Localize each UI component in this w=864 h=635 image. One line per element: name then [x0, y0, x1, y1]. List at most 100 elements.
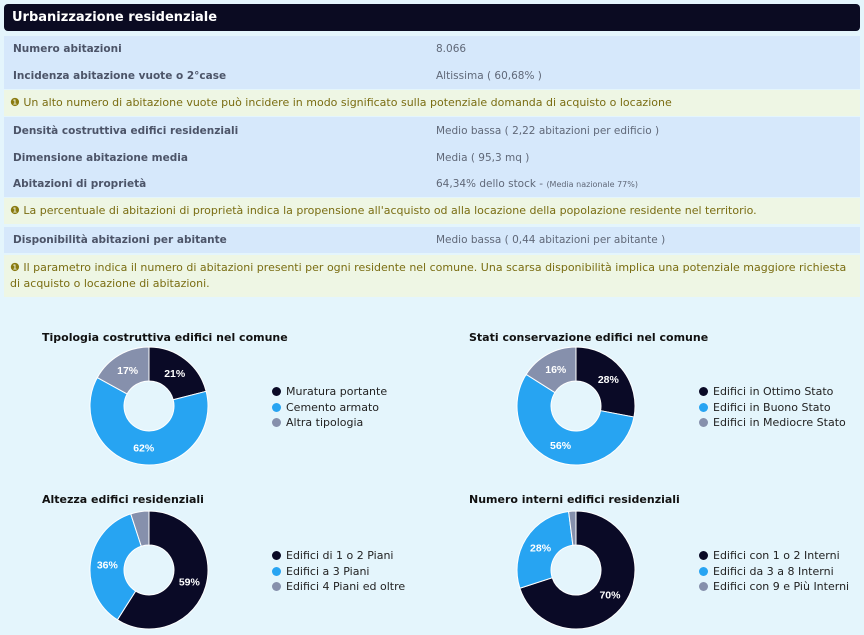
- slice-edifici-con-9-e-pi-interni[interactable]: [568, 510, 577, 546]
- row-dimensione: Dimensione abitazione media Media ( 95,3 …: [4, 144, 860, 171]
- legend-item[interactable]: Edifici in Buono Stato: [699, 400, 846, 416]
- row-numero-abitazioni: Numero abitazioni 8.066: [4, 36, 860, 62]
- info-icon: ❶: [10, 204, 20, 217]
- slice-edifici-in-buono-stato[interactable]: [516, 373, 635, 466]
- legend-label: Edifici in Buono Stato: [713, 400, 831, 414]
- legend-dot-icon: [272, 402, 281, 412]
- legend-item[interactable]: Edifici con 9 e Più Interni: [699, 579, 849, 595]
- row-proprieta: Abitazioni di proprietà 64,34% dello stoc…: [4, 171, 860, 197]
- legend-label: Edifici in Mediocre Stato: [713, 416, 846, 429]
- slice-label: 70%: [599, 590, 621, 602]
- slice-label: 36%: [97, 560, 119, 572]
- slice-edifici-con-1-o-2-interni[interactable]: [519, 510, 636, 630]
- legend-dot-icon: [699, 387, 708, 397]
- chart-legend: Edifici in Ottimo Stato Edifici in Buono …: [699, 384, 846, 431]
- chart-title: Tipologia costruttiva edifici nel comune: [42, 331, 288, 344]
- row-label: Abitazioni di proprietà: [13, 178, 147, 190]
- legend-label: Edifici con 9 e Più Interni: [713, 580, 850, 593]
- legend-label: Muratura portante: [286, 385, 388, 398]
- slice-label: 28%: [530, 542, 552, 554]
- slice-label: 28%: [598, 374, 620, 386]
- donut-chart: 21% 62% 17%: [89, 346, 209, 466]
- row-label: Densità costruttiva edifici residenziali: [13, 124, 239, 137]
- slice-label: 21%: [164, 368, 186, 380]
- slice-label: 56%: [550, 440, 572, 452]
- slice-label: 62%: [133, 443, 155, 455]
- legend-dot-icon: [272, 551, 281, 561]
- section-title: Urbanizzazione residenziale: [4, 4, 860, 31]
- legend-dot-icon: [699, 551, 708, 561]
- value-note: (Media nazionale 77%): [546, 180, 638, 189]
- slice-edifici-in-ottimo-stato[interactable]: [575, 346, 636, 418]
- note-text: Il parametro indica il numero di abitazi…: [10, 261, 847, 290]
- legend-item[interactable]: Edifici in Ottimo Stato: [699, 384, 846, 400]
- legend-dot-icon: [699, 402, 708, 412]
- legend-item[interactable]: Edifici da 3 a 8 Interni: [699, 564, 849, 580]
- row-value: Altissima ( 60,68% ): [436, 69, 542, 82]
- slice-altra-tipologia[interactable]: [96, 346, 150, 395]
- legend-dot-icon: [699, 566, 708, 576]
- chart-title: Altezza edifici residenziali: [42, 493, 204, 506]
- row-incidenza: Incidenza abitazione vuote o 2°case Altis…: [4, 62, 860, 89]
- legend-label: Edifici in Ottimo Stato: [713, 385, 834, 398]
- slice-edifici-da-3-a-8-interni[interactable]: [516, 510, 574, 589]
- value-text: 64,34% dello stock -: [436, 178, 547, 190]
- chart-title: Stati conservazione edifici nel comune: [469, 331, 709, 344]
- slice-label: 17%: [117, 365, 139, 377]
- row-value: Medio bassa ( 2,22 abitazioni per edific…: [436, 124, 660, 137]
- slice-edifici-a-3-piani[interactable]: [89, 513, 142, 621]
- donut-chart: 70% 28%: [516, 510, 636, 630]
- legend-item[interactable]: Edifici di 1 o 2 Piani: [272, 548, 405, 564]
- info-note: ❶ Il parametro indica il numero di abita…: [4, 255, 860, 297]
- chart-legend: Muratura portante Cemento armato Altra tip…: [272, 384, 387, 431]
- row-label: Numero abitazioni: [13, 43, 122, 55]
- note-text: Un alto numero di abitazione vuote può i…: [23, 96, 672, 109]
- row-label: Dimensione abitazione media: [13, 151, 188, 164]
- legend-label: Edifici da 3 a 8 Interni: [713, 564, 834, 578]
- donut-chart: 59% 36%: [89, 510, 209, 630]
- row-label: Incidenza abitazione vuote o 2°case: [13, 69, 227, 82]
- note-text: La percentuale di abitazioni di propriet…: [23, 204, 757, 217]
- slice-edifici-in-mediocre-stato[interactable]: [525, 346, 577, 394]
- legend-dot-icon: [272, 387, 281, 397]
- legend-item[interactable]: Edifici a 3 Piani: [272, 564, 405, 580]
- slice-cemento-armato[interactable]: [89, 376, 209, 466]
- legend-item[interactable]: Edifici in Mediocre Stato: [699, 415, 846, 431]
- row-label: Disponibilità abitazioni per abitante: [13, 234, 227, 246]
- legend-item[interactable]: Altra tipologia: [272, 415, 387, 431]
- legend-dot-icon: [272, 582, 281, 592]
- row-disponibilita: Disponibilità abitazioni per abitante Med…: [4, 227, 860, 253]
- legend-dot-icon: [272, 418, 281, 428]
- slice-edifici-4-piani-ed-oltre[interactable]: [130, 510, 150, 547]
- row-value: 64,34% dello stock - (Media nazionale 77…: [436, 178, 638, 190]
- info-icon: ❶: [10, 96, 20, 109]
- legend-item[interactable]: Edifici con 1 o 2 Interni: [699, 548, 849, 564]
- donut-chart: 28% 56% 16%: [516, 346, 636, 466]
- legend-label: Edifici con 1 o 2 Interni: [713, 549, 840, 562]
- row-value: Media ( 95,3 mq ): [436, 151, 530, 164]
- legend-label: Altra tipologia: [286, 416, 364, 429]
- legend-label: Edifici 4 Piani ed oltre: [286, 580, 406, 593]
- legend-item[interactable]: Cemento armato: [272, 400, 387, 416]
- slice-label: 59%: [179, 577, 201, 589]
- info-note: ❶ Un alto numero di abitazione vuote può…: [4, 90, 860, 116]
- legend-item[interactable]: Edifici 4 Piani ed oltre: [272, 579, 405, 595]
- legend-label: Cemento armato: [286, 400, 380, 414]
- info-icon: ❶: [10, 261, 20, 274]
- slice-edifici-di-1-o-2-piani[interactable]: [116, 510, 209, 630]
- legend-item[interactable]: Muratura portante: [272, 384, 387, 400]
- slice-muratura-portante[interactable]: [148, 346, 207, 401]
- legend-dot-icon: [272, 566, 281, 576]
- legend-dot-icon: [699, 418, 708, 428]
- chart-title: Numero interni edifici residenziali: [469, 493, 680, 506]
- info-note: ❶ La percentuale di abitazioni di propri…: [4, 198, 860, 224]
- chart-legend: Edifici di 1 o 2 Piani Edifici a 3 Piani E…: [272, 548, 405, 595]
- slice-label: 16%: [545, 364, 567, 376]
- legend-dot-icon: [699, 582, 708, 592]
- legend-label: Edifici di 1 o 2 Piani: [286, 549, 394, 562]
- legend-label: Edifici a 3 Piani: [286, 564, 370, 578]
- row-densita: Densità costruttiva edifici residenziali…: [4, 117, 860, 144]
- chart-legend: Edifici con 1 o 2 Interni Edifici da 3 a …: [699, 548, 849, 595]
- row-value: 8.066: [436, 43, 467, 55]
- row-value: Medio bassa ( 0,44 abitazioni per abitan…: [436, 234, 666, 246]
